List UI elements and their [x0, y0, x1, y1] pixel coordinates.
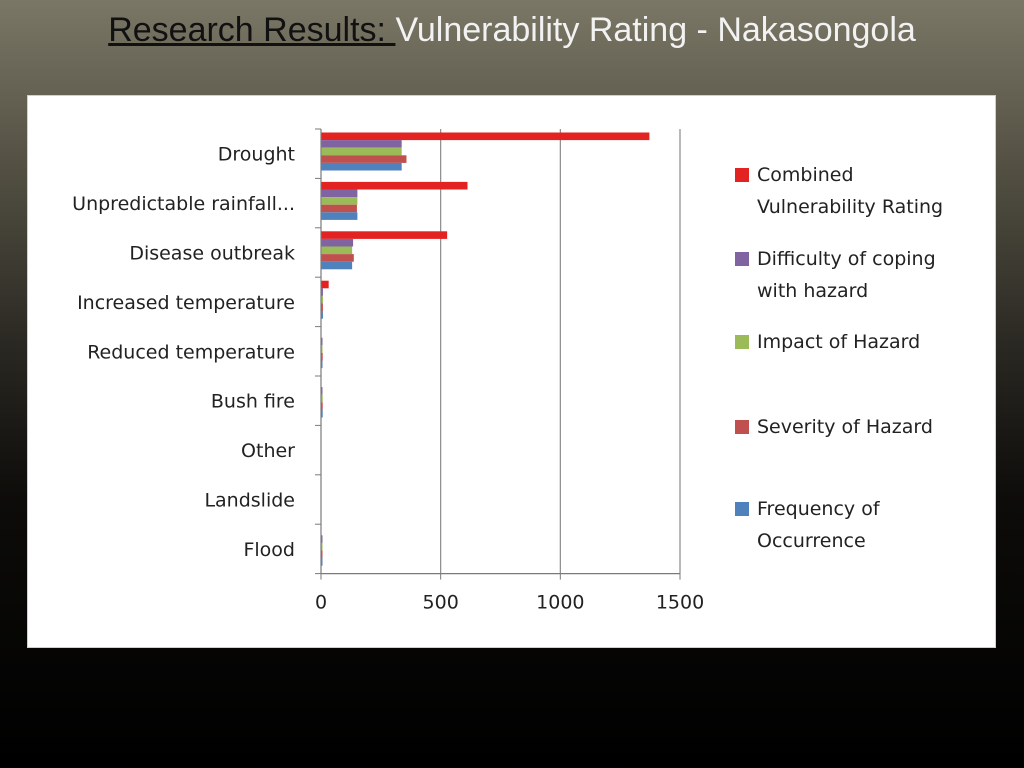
category-label: Landslide	[204, 490, 295, 512]
legend-label: Frequency of	[757, 498, 881, 520]
bar-3-3	[321, 246, 353, 255]
legend-swatch	[735, 502, 749, 516]
bar-5-9	[321, 558, 323, 566]
bar-2-4	[321, 288, 323, 296]
legend-label: Occurrence	[757, 530, 866, 552]
category-label: Unpredictable rainfall...	[72, 193, 295, 215]
bar-3-2	[321, 197, 358, 205]
bar-3-6	[321, 394, 323, 403]
slide-title: Research Results: Vulnerability Rating -…	[0, 8, 1024, 52]
bar-4-2	[321, 204, 357, 213]
legend-swatch	[735, 420, 749, 434]
bar-5-6	[321, 409, 323, 418]
bar-2-1	[321, 140, 402, 148]
bar-4-1	[321, 155, 407, 163]
bar-4-4	[321, 303, 323, 312]
slide-title-lead: Research Results:	[108, 11, 396, 49]
category-label: Bush fire	[211, 391, 295, 413]
category-label: Increased temperature	[77, 292, 295, 314]
bar-2-9	[321, 535, 323, 543]
bar-5-1	[321, 162, 402, 171]
category-label: Disease outbreak	[129, 243, 295, 265]
bar-5-5	[321, 360, 323, 369]
bar-4-3	[321, 254, 354, 262]
chart-frame: 0 500 1000 1500 Drought Unpredictable rainfal…	[27, 95, 996, 648]
legend-swatch	[735, 168, 749, 182]
legend-label: Severity of Hazard	[757, 416, 933, 438]
bar-5-4	[321, 311, 323, 319]
legend-label: Difficulty of coping	[757, 248, 936, 270]
category-label: Drought	[218, 144, 295, 166]
bar-3-1	[321, 147, 402, 156]
category-label: Reduced temperature	[87, 341, 295, 363]
bar-5-3	[321, 261, 353, 270]
bar-2-3	[321, 238, 354, 247]
x-tick-label: 0	[315, 592, 327, 614]
bar-5-2	[321, 212, 358, 220]
x-tick-label: 1000	[536, 592, 584, 614]
bar-2-5	[321, 337, 323, 346]
bar-2-2	[321, 189, 358, 198]
legend-label: Combined	[757, 164, 854, 186]
bar-4-5	[321, 352, 323, 361]
legend-swatch	[735, 335, 749, 349]
bar-1-3	[321, 231, 448, 239]
vulnerability-bar-chart: 0 500 1000 1500 Drought Unpredictable rainfal…	[72, 128, 943, 614]
bar-1-4	[321, 280, 329, 289]
bar-2-6	[321, 387, 323, 395]
bar-1-2	[321, 181, 468, 190]
category-label: Other	[241, 440, 295, 462]
bar-3-5	[321, 345, 323, 353]
bar-1-1	[321, 132, 650, 141]
bar-4-9	[321, 550, 323, 559]
slide-title-rest: Vulnerability Rating - Nakasongola	[395, 11, 916, 49]
bar-3-4	[321, 295, 323, 304]
bar-3-9	[321, 542, 323, 551]
x-tick-label: 500	[423, 592, 459, 614]
legend-label: with hazard	[757, 280, 868, 302]
legend-label: Vulnerability Rating	[757, 196, 943, 218]
category-label: Flood	[243, 539, 295, 561]
bar-4-6	[321, 402, 323, 410]
x-tick-label: 1500	[656, 592, 704, 614]
legend-label: Impact of Hazard	[757, 331, 920, 353]
legend-swatch	[735, 252, 749, 266]
